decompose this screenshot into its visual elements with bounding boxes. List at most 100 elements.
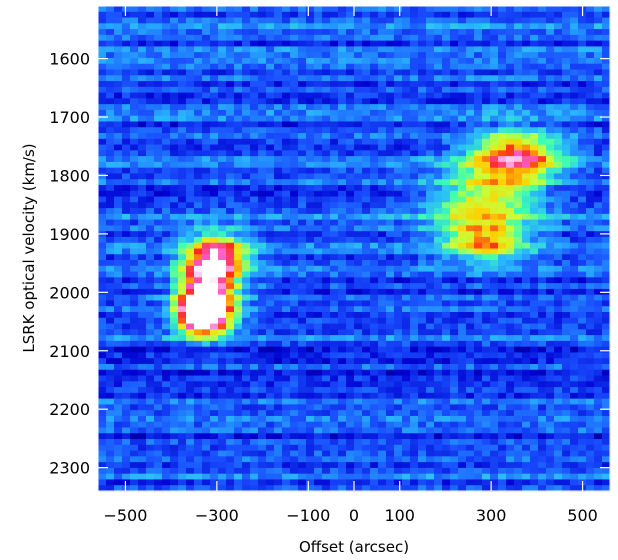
heatmap-cell [178,144,187,151]
heatmap-cell [106,161,115,169]
heatmap-cell [602,358,611,365]
heatmap-cell [554,283,563,290]
heatmap-cell [522,202,531,209]
heatmap-cell [410,323,419,330]
heatmap-cell [394,156,403,163]
heatmap-cell [362,231,371,238]
heatmap-cell [106,75,115,82]
heatmap-cell [378,150,387,157]
heatmap-cell [338,387,347,394]
heatmap-cell [290,173,299,180]
heatmap-cell [530,265,539,273]
heatmap-cell [314,260,323,267]
heatmap-cell [210,202,219,209]
heatmap-cell [530,236,539,244]
heatmap-cell [330,6,339,13]
heatmap-cell [410,265,419,273]
heatmap-cell [258,121,267,128]
heatmap-cell [570,86,579,94]
heatmap-cell [346,52,355,59]
heatmap-cell [594,265,603,273]
heatmap-cell [210,52,219,59]
heatmap-cell [258,340,267,348]
heatmap-cell [570,115,579,123]
heatmap-cell [442,369,451,377]
heatmap-cell [370,121,379,128]
heatmap-cell [466,248,475,255]
heatmap-cell [490,156,499,163]
heatmap-cell [386,335,395,342]
heatmap-cell [434,184,443,192]
heatmap-cell [546,213,555,221]
heatmap-cell [122,427,131,434]
heatmap-cell [554,260,563,267]
heatmap-cell [474,421,483,429]
heatmap-cell [298,433,307,440]
heatmap-cell [218,184,227,192]
heatmap-cell [378,317,387,325]
heatmap-cell [250,300,259,307]
heatmap-cell [250,69,259,76]
heatmap-cell [106,242,115,250]
heatmap-cell [514,398,523,405]
heatmap-cell [338,98,347,105]
heatmap-cell [314,86,323,94]
heatmap-cell [562,161,571,169]
heatmap-cell [154,219,163,226]
heatmap-cell [250,340,259,348]
heatmap-cell [322,317,331,325]
heatmap-cell [282,6,291,13]
heatmap-cell [482,104,491,111]
heatmap-cell [442,439,451,446]
heatmap-cell [562,173,571,180]
heatmap-cell [434,104,443,111]
heatmap-cell [354,161,363,169]
heatmap-cell [434,202,443,209]
heatmap-cell [578,86,587,94]
heatmap-cell [186,150,195,157]
heatmap-cell [386,450,395,457]
heatmap-cell [578,415,587,423]
heatmap-cell [122,208,131,215]
heatmap-cell [378,410,387,417]
heatmap-cell [226,127,235,134]
heatmap-cell [226,196,235,203]
heatmap-cell [298,86,307,94]
heatmap-cell [130,363,139,371]
heatmap-cell [234,208,243,215]
heatmap-cell [322,156,331,163]
heatmap-cell [562,231,571,238]
heatmap-cell [274,323,283,330]
heatmap-cell [458,161,467,169]
heatmap-cell [570,150,579,157]
heatmap-cell [354,150,363,157]
heatmap-cell [218,196,227,203]
heatmap-cell [378,138,387,146]
heatmap-cell [506,312,515,319]
heatmap-cell [234,283,243,290]
heatmap-cell [298,115,307,123]
heatmap-cell [290,375,299,382]
heatmap-cell [370,381,379,388]
heatmap-cell [450,196,459,203]
heatmap-cell [242,248,251,255]
heatmap-cell [402,381,411,388]
heatmap-cell [242,190,251,198]
heatmap-cell [194,352,203,359]
heatmap-cell [162,29,171,36]
heatmap-cell [482,323,491,330]
heatmap-cell [514,98,523,105]
heatmap-cell [570,81,579,88]
heatmap-cell [194,248,203,255]
heatmap-cell [274,63,283,71]
heatmap-cell [434,23,443,30]
heatmap-cell [138,236,147,244]
heatmap-cell [434,161,443,169]
heatmap-cell [426,317,435,325]
heatmap-cell [138,433,147,440]
heatmap-cell [602,300,611,307]
heatmap-cell [170,173,179,180]
heatmap-cell [314,115,323,123]
heatmap-cell [202,444,211,452]
heatmap-cell [290,369,299,377]
